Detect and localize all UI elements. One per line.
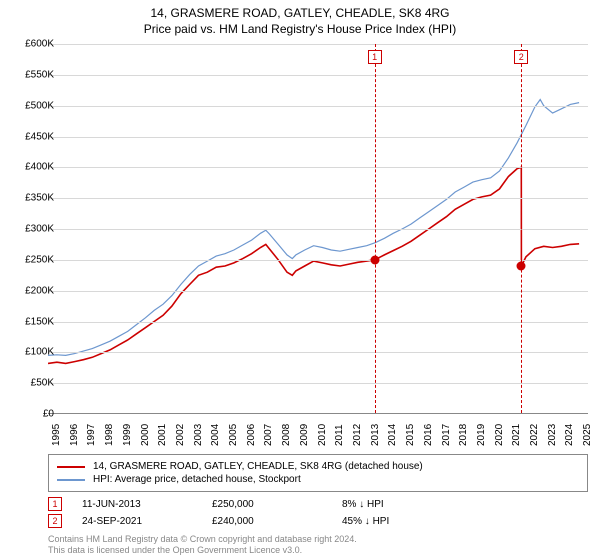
series-line bbox=[48, 100, 579, 356]
gridline bbox=[48, 383, 588, 384]
x-axis-label: 1995 bbox=[51, 424, 55, 446]
y-axis-label: £150K bbox=[25, 316, 54, 327]
x-axis-label: 2005 bbox=[228, 424, 232, 446]
footer-line: This data is licensed under the Open Gov… bbox=[48, 545, 357, 556]
x-axis-label: 2006 bbox=[246, 424, 250, 446]
x-axis-label: 2025 bbox=[582, 424, 586, 446]
sale-marker-icon: 2 bbox=[514, 50, 528, 64]
x-axis-label: 2024 bbox=[564, 424, 568, 446]
sale-vline bbox=[375, 44, 376, 413]
gridline bbox=[48, 106, 588, 107]
page-title: 14, GRASMERE ROAD, GATLEY, CHEADLE, SK8 … bbox=[0, 6, 600, 20]
x-axis-label: 2003 bbox=[193, 424, 197, 446]
sales-table: 1 11-JUN-2013 £250,000 8% ↓ HPI 2 24-SEP… bbox=[48, 494, 588, 531]
x-axis-label: 2019 bbox=[476, 424, 480, 446]
y-axis-label: £350K bbox=[25, 193, 54, 204]
gridline bbox=[48, 260, 588, 261]
footer-attribution: Contains HM Land Registry data © Crown c… bbox=[48, 534, 357, 556]
x-axis-label: 2007 bbox=[263, 424, 267, 446]
legend: 14, GRASMERE ROAD, GATLEY, CHEADLE, SK8 … bbox=[48, 454, 588, 492]
legend-label: HPI: Average price, detached house, Stoc… bbox=[93, 474, 301, 485]
series-line bbox=[48, 167, 579, 363]
y-axis-label: £50K bbox=[31, 378, 54, 389]
x-axis-label: 2023 bbox=[547, 424, 551, 446]
legend-swatch bbox=[57, 479, 85, 481]
sale-date: 11-JUN-2013 bbox=[82, 499, 212, 510]
legend-item: HPI: Average price, detached house, Stoc… bbox=[57, 474, 579, 485]
gridline bbox=[48, 44, 588, 45]
price-chart bbox=[48, 44, 588, 414]
x-axis-label: 2011 bbox=[334, 424, 338, 446]
sale-delta: 45% ↓ HPI bbox=[342, 516, 588, 527]
x-axis-label: 2000 bbox=[140, 424, 144, 446]
gridline bbox=[48, 137, 588, 138]
sale-vline bbox=[521, 44, 522, 413]
y-axis-label: £200K bbox=[25, 285, 54, 296]
gridline bbox=[48, 322, 588, 323]
sale-marker-icon: 1 bbox=[368, 50, 382, 64]
x-axis-label: 2020 bbox=[494, 424, 498, 446]
x-axis-label: 2012 bbox=[352, 424, 356, 446]
legend-item: 14, GRASMERE ROAD, GATLEY, CHEADLE, SK8 … bbox=[57, 461, 579, 472]
x-axis-label: 2002 bbox=[175, 424, 179, 446]
sale-delta: 8% ↓ HPI bbox=[342, 499, 588, 510]
y-axis-label: £500K bbox=[25, 100, 54, 111]
y-axis-label: £400K bbox=[25, 162, 54, 173]
x-axis-label: 2010 bbox=[317, 424, 321, 446]
sale-dot bbox=[517, 262, 526, 271]
x-axis-label: 2017 bbox=[441, 424, 445, 446]
sales-row: 2 24-SEP-2021 £240,000 45% ↓ HPI bbox=[48, 514, 588, 528]
x-axis-label: 2008 bbox=[281, 424, 285, 446]
y-axis-label: £450K bbox=[25, 131, 54, 142]
sale-dot bbox=[370, 255, 379, 264]
gridline bbox=[48, 291, 588, 292]
sale-date: 24-SEP-2021 bbox=[82, 516, 212, 527]
sale-price: £250,000 bbox=[212, 499, 342, 510]
x-axis-label: 1999 bbox=[122, 424, 126, 446]
gridline bbox=[48, 352, 588, 353]
y-axis-label: £300K bbox=[25, 224, 54, 235]
sale-marker-icon: 1 bbox=[48, 497, 62, 511]
x-axis-label: 2016 bbox=[423, 424, 427, 446]
y-axis-label: £100K bbox=[25, 347, 54, 358]
gridline bbox=[48, 75, 588, 76]
x-axis-label: 2001 bbox=[157, 424, 161, 446]
x-axis-label: 2022 bbox=[529, 424, 533, 446]
gridline bbox=[48, 229, 588, 230]
x-axis: 1995 1996 1997 1998 1999 2000 2001 2002 2003 2004… bbox=[48, 414, 588, 450]
y-axis-label: £250K bbox=[25, 254, 54, 265]
y-axis-label: £600K bbox=[25, 39, 54, 50]
gridline bbox=[48, 167, 588, 168]
x-axis-label: 1998 bbox=[104, 424, 108, 446]
page-subtitle: Price paid vs. HM Land Registry's House … bbox=[0, 22, 600, 36]
x-axis-label: 2014 bbox=[387, 424, 391, 446]
x-axis-label: 2015 bbox=[405, 424, 409, 446]
x-axis-label: 2021 bbox=[511, 424, 515, 446]
x-axis-label: 2004 bbox=[210, 424, 214, 446]
legend-label: 14, GRASMERE ROAD, GATLEY, CHEADLE, SK8 … bbox=[93, 461, 423, 472]
sales-row: 1 11-JUN-2013 £250,000 8% ↓ HPI bbox=[48, 497, 588, 511]
gridline bbox=[48, 198, 588, 199]
y-axis-label: £550K bbox=[25, 69, 54, 80]
sale-marker-icon: 2 bbox=[48, 514, 62, 528]
y-axis-label: £0 bbox=[43, 409, 54, 420]
x-axis-label: 1997 bbox=[86, 424, 90, 446]
legend-swatch bbox=[57, 466, 85, 468]
sale-price: £240,000 bbox=[212, 516, 342, 527]
x-axis-label: 2013 bbox=[370, 424, 374, 446]
footer-line: Contains HM Land Registry data © Crown c… bbox=[48, 534, 357, 545]
x-axis-label: 1996 bbox=[69, 424, 73, 446]
x-axis-label: 2018 bbox=[458, 424, 462, 446]
x-axis-label: 2009 bbox=[299, 424, 303, 446]
